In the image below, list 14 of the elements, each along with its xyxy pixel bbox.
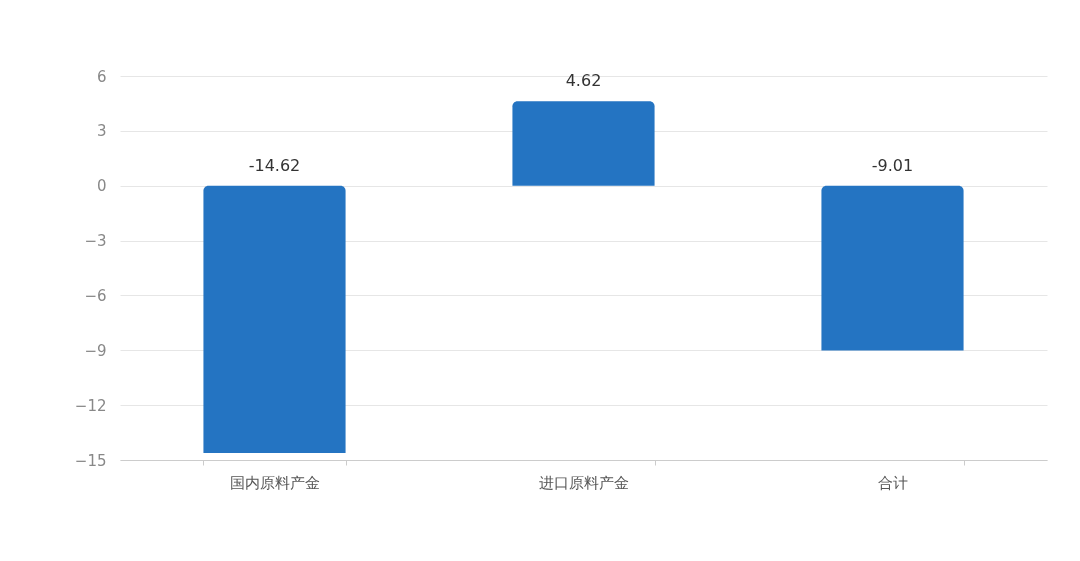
y-tick-label: −6 — [84, 286, 107, 305]
data-label: 4.62 — [565, 71, 602, 91]
y-tick-label: 0 — [96, 177, 107, 196]
y-tick-label: 3 — [96, 122, 107, 141]
x-tick-label: 进口原料产金 — [539, 473, 629, 492]
y-tick-label: 6 — [96, 67, 107, 86]
data-label: -9.01 — [871, 155, 914, 175]
data-label: -14.62 — [248, 155, 301, 175]
y-tick-label: −15 — [74, 451, 107, 470]
x-tick-label: 国内原料产金 — [230, 473, 320, 492]
y-tick-label: −9 — [84, 341, 107, 360]
y-tick-label: −12 — [74, 396, 107, 415]
x-tick-label: 合计 — [878, 473, 908, 492]
y-tick-label: −3 — [84, 232, 107, 251]
